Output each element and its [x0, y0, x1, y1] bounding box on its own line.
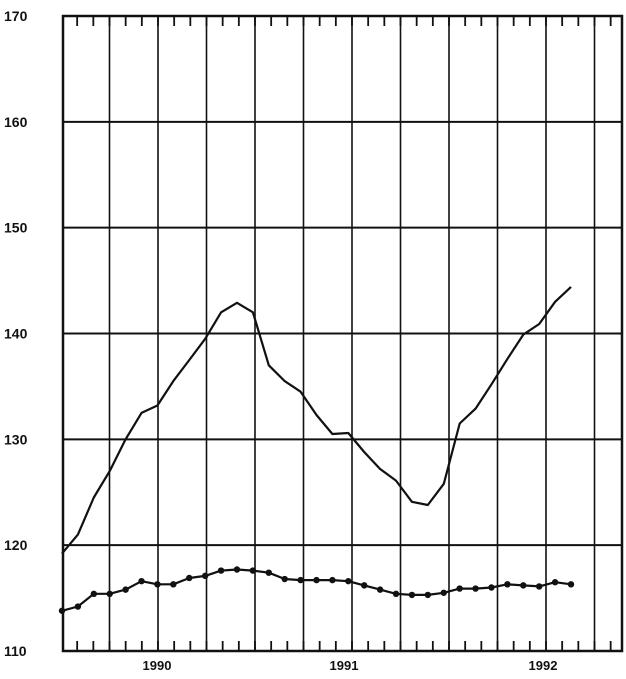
data-point	[265, 569, 272, 576]
data-point	[520, 582, 527, 589]
data-point	[233, 566, 241, 573]
data-point	[249, 567, 257, 574]
data-point	[122, 586, 129, 593]
data-point	[535, 583, 543, 590]
data-point	[361, 582, 368, 589]
plot-border	[61, 14, 624, 653]
series-group	[58, 286, 575, 614]
y-tick-label: 150	[4, 220, 28, 236]
plot-frame	[61, 14, 624, 653]
data-point	[456, 585, 463, 592]
series-line-1	[61, 286, 572, 555]
data-point	[424, 591, 432, 599]
x-year-label: 1990	[143, 658, 172, 673]
data-point	[90, 590, 98, 598]
y-tick-label: 120	[4, 537, 28, 553]
grid	[63, 15, 622, 652]
data-point	[217, 567, 225, 574]
y-tick-label: 140	[4, 326, 28, 342]
y-tick-label: 160	[4, 114, 28, 130]
data-point	[281, 575, 288, 583]
data-point	[74, 603, 82, 610]
data-point	[138, 577, 145, 585]
data-point	[106, 590, 113, 598]
x-axis-year-labels: 1990 1991 1992	[143, 658, 558, 673]
data-point	[408, 591, 416, 599]
data-point	[313, 576, 320, 584]
data-point	[201, 572, 209, 580]
data-point	[567, 581, 575, 588]
data-point	[170, 581, 177, 588]
data-point	[551, 579, 559, 586]
data-point	[376, 586, 384, 593]
data-point	[58, 607, 66, 614]
y-tick-label: 170	[4, 8, 28, 24]
y-tick-label: 130	[4, 431, 28, 447]
data-point	[504, 581, 511, 588]
data-point	[297, 576, 304, 584]
data-point	[472, 585, 479, 592]
x-year-label: 1992	[529, 658, 558, 673]
data-point	[440, 589, 447, 596]
data-point	[488, 584, 495, 591]
x-tick-marks	[76, 16, 612, 651]
data-point	[186, 574, 193, 582]
data-point	[345, 577, 352, 585]
y-axis-tick-labels: 110 120 130 140 150 160 170	[4, 8, 28, 659]
series-line-2	[61, 568, 572, 612]
data-point	[392, 590, 400, 598]
x-year-label: 1991	[330, 658, 359, 673]
y-tick-label: 110	[4, 643, 27, 659]
data-point	[329, 576, 336, 584]
data-point	[154, 581, 161, 588]
